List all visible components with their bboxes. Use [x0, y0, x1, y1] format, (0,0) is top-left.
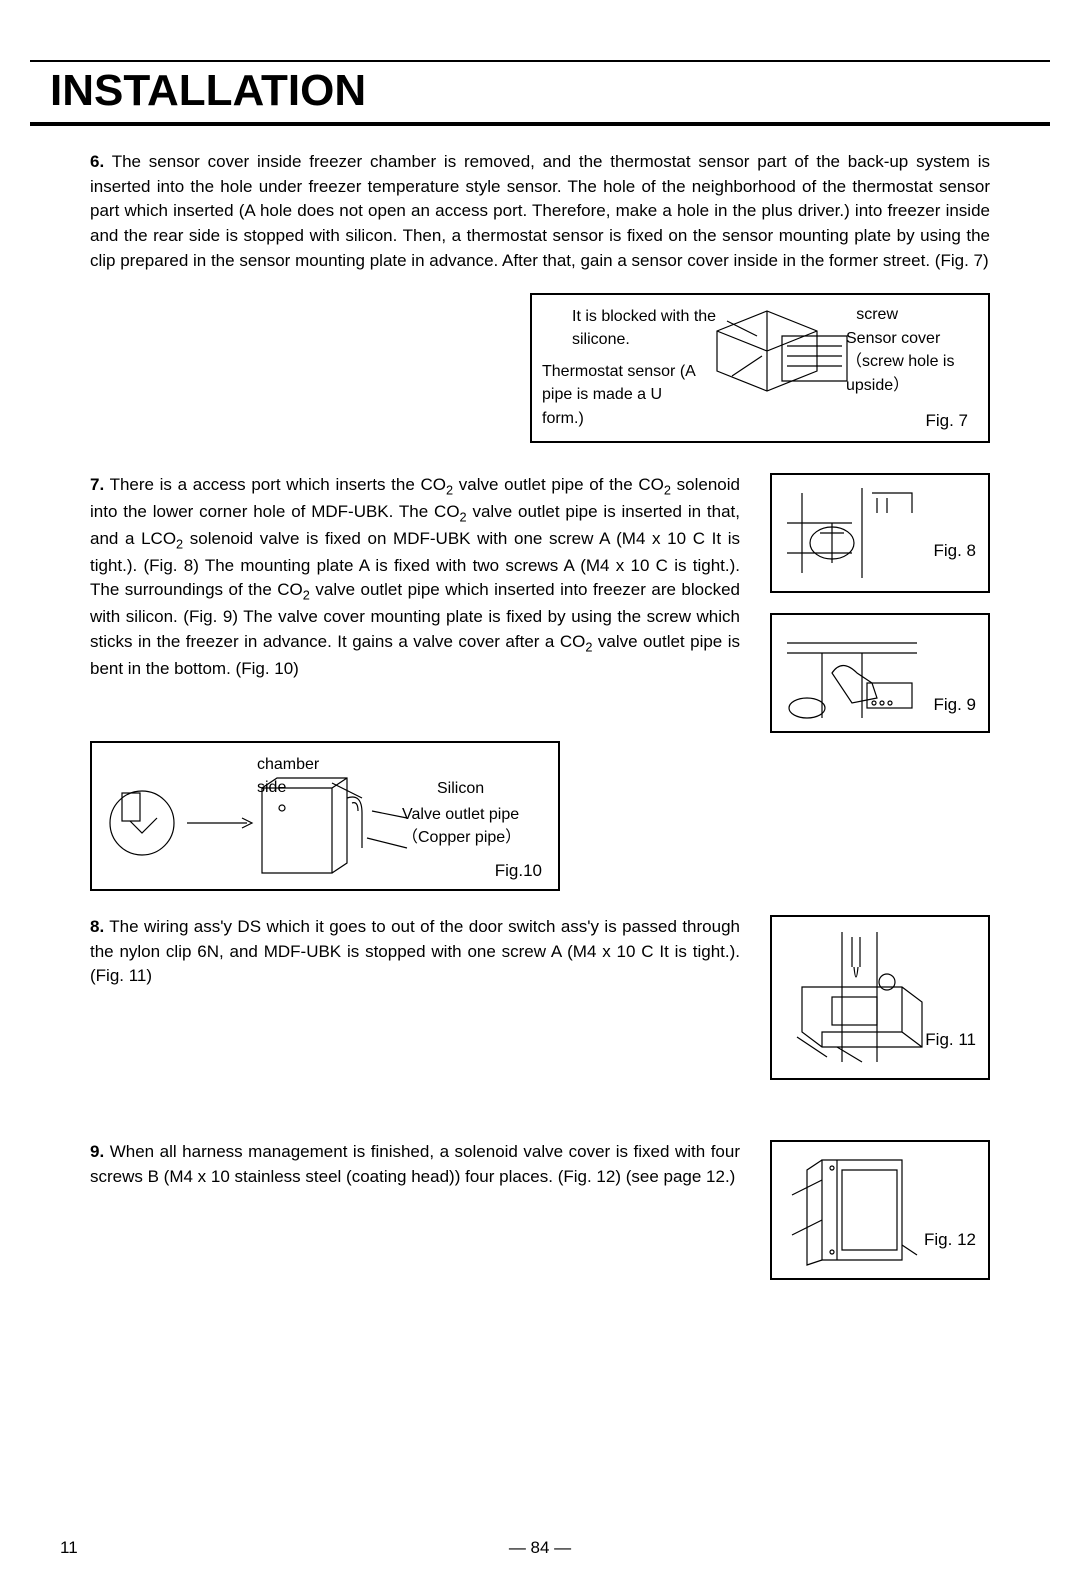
figure-8: Fig. 8: [770, 473, 990, 593]
fig7-caption: Fig. 7: [925, 409, 968, 434]
fig9-sketch-icon: [782, 623, 922, 723]
page-number-left: 11: [60, 1538, 78, 1558]
step-9-text: When all harness management is finished,…: [90, 1142, 740, 1186]
fig7-label-screw: screw: [856, 303, 898, 326]
figure-9: Fig. 9: [770, 613, 990, 733]
figure-12: Fig. 12: [770, 1140, 990, 1280]
step-8-text: The wiring ass'y DS which it goes to out…: [90, 917, 740, 985]
fig7-label-cover: Sensor cover （screw hole is upside）: [846, 327, 976, 397]
fig11-caption: Fig. 11: [925, 1028, 976, 1053]
step-9: 9. When all harness management is finish…: [90, 1140, 740, 1189]
fig12-sketch-icon: [782, 1150, 932, 1270]
fig10-caption: Fig.10: [495, 859, 542, 884]
step-7: 7. There is a access port which inserts …: [90, 473, 740, 681]
fig7-sketch-icon: [707, 301, 857, 401]
figure-10: chamber side Silicon Valve outlet pipe （…: [90, 741, 560, 891]
fig7-label-thermostat: Thermostat sensor (A pipe is made a U fo…: [542, 360, 707, 430]
figure-7: It is blocked with the silicone. Thermos…: [530, 293, 990, 443]
step-6: 6. The sensor cover inside freezer chamb…: [90, 150, 990, 273]
page-number-center: — 84 —: [509, 1538, 571, 1558]
figure-11: Fig. 11: [770, 915, 990, 1080]
fig10-sketch-icon: [102, 773, 432, 883]
fig8-caption: Fig. 8: [933, 539, 976, 564]
content-area: 6. The sensor cover inside freezer chamb…: [90, 150, 990, 1280]
step-7-text-0: There is a access port which inserts the…: [110, 475, 446, 494]
step-7-text-1: valve outlet pipe of the CO: [453, 475, 664, 494]
fig8-sketch-icon: [782, 483, 922, 583]
fig10-label-silicon: Silicon: [437, 777, 484, 800]
step-8-num: 8.: [90, 917, 104, 936]
fig9-caption: Fig. 9: [933, 693, 976, 718]
step-9-num: 9.: [90, 1142, 104, 1161]
step-8: 8. The wiring ass'y DS which it goes to …: [90, 915, 740, 989]
step-6-text: The sensor cover inside freezer chamber …: [90, 152, 990, 270]
fig11-sketch-icon: [782, 927, 932, 1067]
fig7-label-blocked: It is blocked with the silicone.: [572, 305, 722, 351]
fig12-caption: Fig. 12: [924, 1228, 976, 1253]
step-7-num: 7.: [90, 475, 104, 494]
page-title: INSTALLATION: [50, 66, 1050, 116]
step-6-num: 6.: [90, 152, 104, 171]
